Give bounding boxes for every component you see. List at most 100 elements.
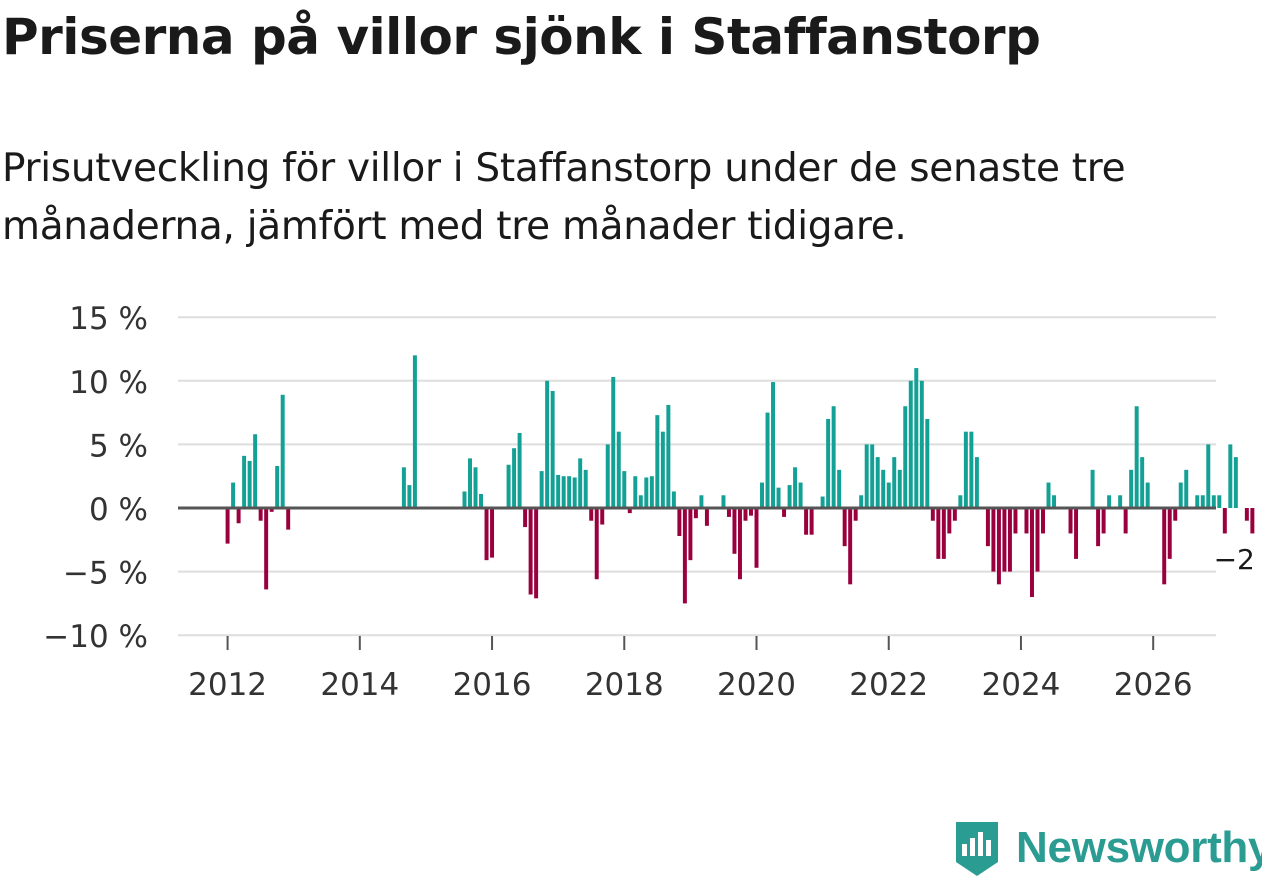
bar <box>655 415 660 508</box>
bar <box>468 458 472 508</box>
bar <box>930 508 935 521</box>
bar <box>561 476 566 508</box>
bar <box>264 508 269 590</box>
bar <box>732 508 737 554</box>
bar <box>649 476 654 508</box>
bar <box>914 368 919 508</box>
bar <box>969 431 974 508</box>
bar <box>534 508 539 599</box>
bar <box>1096 508 1101 547</box>
bar <box>622 471 627 508</box>
bar <box>737 508 742 580</box>
bar <box>952 508 957 521</box>
bar <box>864 444 869 508</box>
y-tick-label: −5 % <box>63 556 148 592</box>
bar <box>875 457 880 508</box>
bar <box>870 444 875 508</box>
bar <box>627 508 632 514</box>
bar <box>793 467 798 508</box>
bar <box>1074 508 1079 559</box>
bar <box>787 485 792 508</box>
bar <box>517 432 522 508</box>
bar <box>275 466 280 508</box>
bar <box>892 457 897 508</box>
bar <box>1250 508 1255 534</box>
bar <box>1046 482 1051 508</box>
bar <box>941 508 946 559</box>
bar <box>539 471 544 508</box>
bar <box>258 508 263 521</box>
bar <box>1200 495 1205 508</box>
bar <box>660 431 665 508</box>
bar <box>1217 495 1222 508</box>
bar <box>611 376 616 508</box>
latest-value-label: −2 % <box>1214 543 1262 576</box>
bar <box>804 508 809 535</box>
bar <box>1030 508 1034 598</box>
bar <box>1068 508 1073 534</box>
bar <box>1233 457 1238 508</box>
bar <box>721 495 726 508</box>
bar <box>1206 444 1211 508</box>
bar <box>798 482 803 508</box>
bar <box>572 477 577 508</box>
bar <box>963 431 968 508</box>
bar <box>1178 482 1183 508</box>
bar <box>974 457 979 508</box>
bar <box>936 508 941 559</box>
bar <box>837 469 842 508</box>
bar <box>677 508 682 536</box>
x-tick-label: 2026 <box>1114 667 1193 703</box>
bar <box>506 464 511 508</box>
bar <box>842 508 847 547</box>
bar <box>848 508 853 585</box>
bar <box>1107 495 1112 508</box>
bar <box>1041 508 1045 534</box>
bar <box>247 460 252 508</box>
bar <box>528 508 533 595</box>
bar <box>401 467 406 508</box>
y-tick-label: 15 % <box>69 301 148 337</box>
bar <box>1173 508 1178 521</box>
bar <box>853 508 858 521</box>
bar <box>688 508 693 561</box>
bar <box>1035 508 1040 572</box>
bar <box>859 495 864 508</box>
x-tick-label: 2018 <box>585 667 664 703</box>
bar <box>286 508 291 530</box>
bar <box>693 508 698 519</box>
bar <box>991 508 996 572</box>
bar <box>1145 482 1150 508</box>
bar <box>771 382 776 508</box>
bar <box>633 476 638 508</box>
bar <box>490 508 495 558</box>
bar <box>583 469 588 508</box>
bar <box>682 508 687 604</box>
bar <box>638 495 643 508</box>
bar <box>925 418 930 508</box>
bar <box>671 491 676 508</box>
y-tick-label: 0 % <box>89 492 148 528</box>
bar <box>407 485 412 508</box>
x-tick-label: 2012 <box>188 667 267 703</box>
bar <box>1228 444 1233 508</box>
brand-name: Newsworthy <box>1016 823 1262 872</box>
bar <box>1002 508 1007 572</box>
bar <box>473 467 478 508</box>
bar <box>545 380 550 508</box>
bar <box>1244 508 1249 521</box>
bar <box>236 508 241 524</box>
bar <box>760 482 764 508</box>
bar <box>644 477 649 508</box>
bar <box>1140 457 1145 508</box>
y-tick-label: 10 % <box>69 365 148 401</box>
bar <box>881 469 886 508</box>
bar <box>919 380 924 508</box>
bar <box>1007 508 1012 572</box>
bar <box>567 476 572 508</box>
bar <box>903 406 908 508</box>
bar <box>831 406 836 508</box>
bar <box>765 412 770 508</box>
x-tick-label: 2024 <box>982 667 1061 703</box>
